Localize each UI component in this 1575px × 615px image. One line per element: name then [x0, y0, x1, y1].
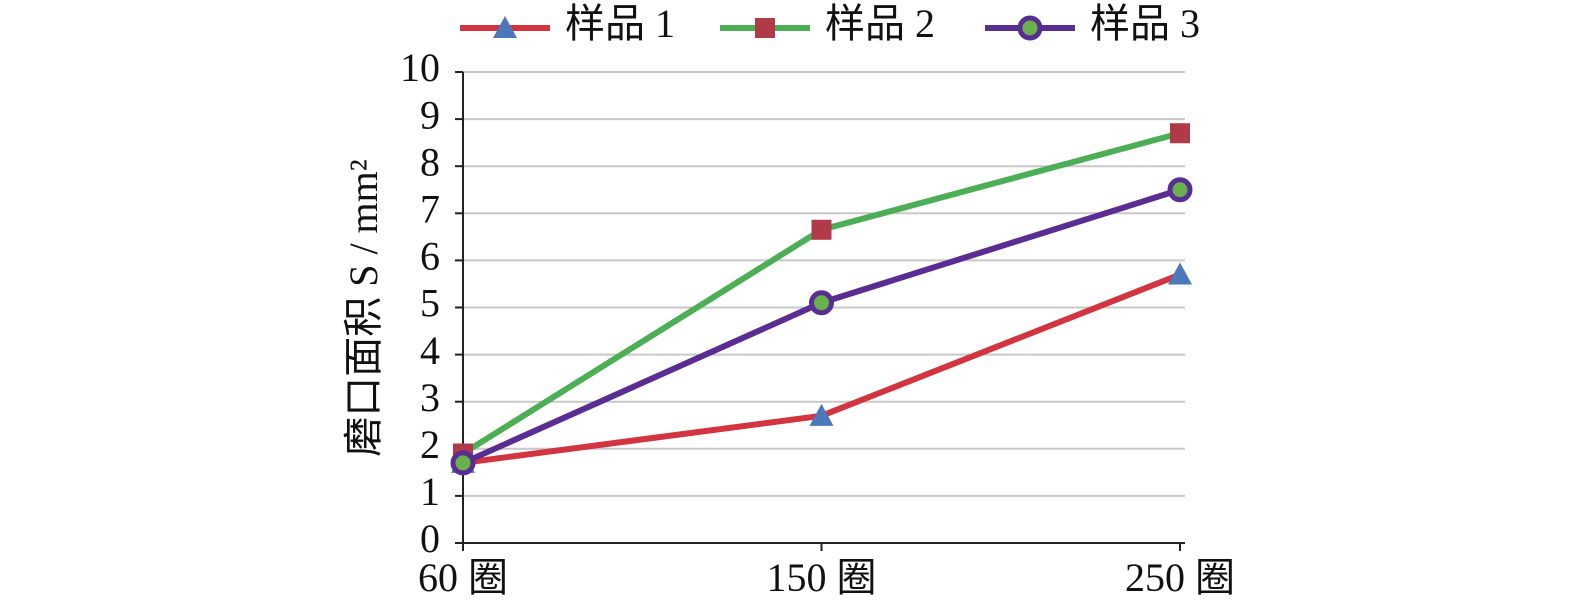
x-tick-label: 150 圈 [767, 555, 877, 600]
legend-label: 样品 3 [1090, 1, 1200, 46]
data-point [1170, 123, 1190, 144]
y-tick-label: 5 [420, 281, 440, 326]
y-tick-label: 9 [420, 92, 440, 137]
data-point [1167, 177, 1193, 203]
data-point [1168, 262, 1192, 285]
y-tick-label: 10 [400, 45, 440, 90]
y-tick-label: 6 [420, 234, 440, 279]
legend-marker [755, 18, 775, 38]
y-tick-label: 0 [420, 516, 440, 561]
legend-marker [493, 16, 517, 38]
y-tick-label: 8 [420, 139, 440, 184]
data-point [809, 290, 834, 316]
data-point [450, 450, 476, 476]
data-point [809, 403, 834, 426]
data-point [811, 219, 832, 240]
y-axis-label: 磨口面积 S / mm² [341, 159, 386, 457]
y-tick-label: 3 [420, 375, 440, 420]
x-tick-label: 60 圈 [418, 555, 508, 600]
legend-marker [1017, 15, 1043, 41]
y-tick-label: 1 [420, 469, 440, 514]
y-tick-label: 4 [420, 328, 440, 373]
y-tick-label: 7 [420, 186, 440, 231]
legend-label: 样品 1 [565, 1, 675, 46]
y-tick-label: 2 [420, 422, 440, 467]
legend-label: 样品 2 [825, 1, 935, 46]
x-tick-label: 250 圈 [1125, 555, 1235, 600]
